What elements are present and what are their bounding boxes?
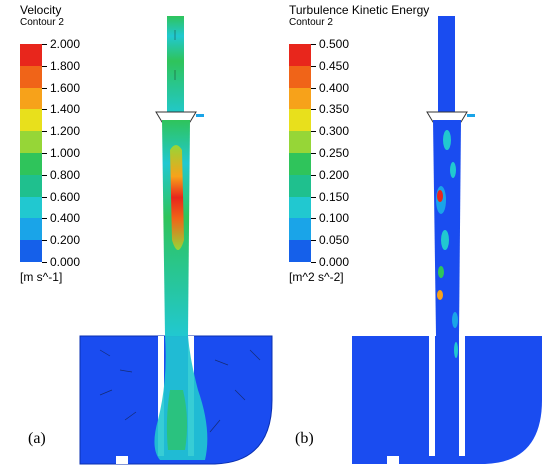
velocity-contour-field: [79, 16, 273, 465]
colorbar-segment: [20, 240, 42, 262]
legend-title: Velocity: [20, 3, 62, 17]
colorbar: [289, 44, 311, 262]
legend-units: [m^2 s^-2]: [289, 270, 344, 284]
colorbar-segment: [289, 44, 311, 66]
tick-label: 0.600: [50, 189, 81, 204]
tick-label: 0.200: [319, 167, 350, 182]
tick-mark: [311, 153, 316, 154]
tick-label: 0.100: [319, 211, 350, 226]
tick-mark: [311, 240, 316, 242]
colorbar-segment: [289, 152, 311, 175]
tick-mark: [42, 131, 47, 133]
velocity-panel: Velocity Contour 2 2.000 1.800 1.600 1.400 1…: [20, 3, 273, 465]
turbulence-patches: [436, 130, 458, 358]
tick-mark: [42, 65, 47, 67]
colorbar-segment: [289, 131, 311, 153]
colorbar-segment: [20, 44, 42, 66]
tick-mark: [311, 196, 316, 198]
left-baffle: [429, 336, 435, 456]
colorbar-segment: [20, 218, 42, 241]
pipe-flange: [426, 111, 468, 123]
tick-label: 0.350: [319, 102, 350, 117]
tick-mark: [311, 44, 316, 45]
colorbar-segment: [289, 87, 311, 110]
tick-mark: [42, 218, 47, 220]
tick-mark: [42, 87, 47, 89]
inlet-pipe: [438, 16, 455, 116]
colorbar-segment: [20, 131, 42, 153]
mixing-column: [433, 120, 461, 336]
colorbar-segment: [289, 174, 311, 197]
tick-label: 1.400: [50, 102, 81, 117]
legend-subtitle: Contour 2: [20, 17, 64, 28]
tick-mark: [42, 240, 47, 242]
outlet-notch: [387, 456, 399, 464]
tick-mark: [311, 109, 316, 111]
tick-label: 0.400: [50, 211, 81, 226]
tick-mark: [42, 196, 47, 198]
colorbar: [20, 44, 42, 262]
colorbar-segment: [289, 65, 311, 88]
colorbar-segment: [20, 109, 42, 132]
tick-mark: [42, 109, 47, 111]
tick-mark: [311, 87, 316, 89]
tick-label: 0.000: [50, 255, 81, 269]
tke-panel: Turbulence Kinetic Energy Contour 2 0.50…: [275, 0, 550, 475]
colorbar-segment: [289, 196, 311, 219]
tick-label: 1.600: [50, 80, 81, 95]
tick-label: 0.150: [319, 189, 350, 204]
inlet-pipe: [167, 16, 184, 116]
colorbar-segment: [20, 65, 42, 88]
tick-mark: [311, 262, 316, 263]
tick-mark: [311, 218, 316, 220]
tick-mark: [42, 153, 47, 154]
tick-label: 1.000: [50, 146, 81, 160]
legend-title: Turbulence Kinetic Energy: [289, 3, 430, 17]
tick-label: 0.050: [319, 233, 350, 248]
high-velocity-core: [170, 145, 184, 250]
right-baffle: [459, 336, 465, 456]
colorbar-segment: [20, 196, 42, 219]
tank-body: [352, 336, 542, 464]
legend-units: [m s^-1]: [20, 270, 63, 284]
tick-mark: [311, 131, 316, 133]
tick-label: 1.800: [50, 58, 81, 73]
tke-contour-field: [352, 16, 542, 464]
tick-label: 0.250: [319, 146, 350, 160]
panel-label: (a): [28, 430, 46, 447]
colorbar-segment: [20, 152, 42, 175]
colorbar-segment: [289, 109, 311, 132]
tick-mark: [311, 65, 316, 67]
tick-label: 0.800: [50, 167, 81, 182]
legend-subtitle: Contour 2: [289, 17, 333, 28]
tick-label: 1.200: [50, 124, 81, 139]
tick-label: 2.000: [50, 37, 81, 51]
colorbar-segment: [289, 218, 311, 241]
tick-mark: [311, 174, 316, 176]
tick-label: 0.300: [319, 124, 350, 139]
colorbar-segment: [20, 87, 42, 110]
tick-label: 0.200: [50, 233, 81, 248]
tick-label: 0.000: [319, 255, 350, 269]
tick-mark: [42, 44, 47, 45]
pipe-flange: [155, 111, 197, 123]
outlet-notch: [116, 456, 128, 464]
tick-mark: [42, 174, 47, 176]
tick-label: 0.400: [319, 80, 350, 95]
left-baffle: [158, 336, 164, 456]
panel-label: (b): [295, 430, 314, 447]
colorbar-segment: [289, 240, 311, 262]
tick-mark: [42, 262, 47, 263]
tick-label: 0.450: [319, 58, 350, 73]
tick-label: 0.500: [319, 37, 350, 51]
colorbar-segment: [20, 174, 42, 197]
